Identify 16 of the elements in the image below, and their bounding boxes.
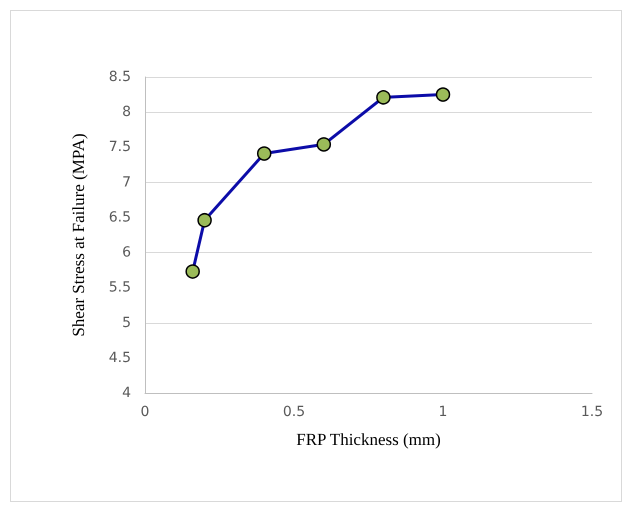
y-tick-label: 6 <box>122 244 132 261</box>
y-tick-label: 5 <box>122 314 131 331</box>
x-tick-label: 1 <box>438 404 448 420</box>
y-tick-label: 8.5 <box>108 69 131 85</box>
y-tick-label: 4 <box>122 385 132 401</box>
y-tick-label: 7.5 <box>108 139 131 156</box>
y-tick-label: 7 <box>122 174 131 190</box>
y-tick-label: 5.5 <box>108 280 131 296</box>
y-tick-label: 8 <box>122 104 131 120</box>
x-axis-title: FRP Thickness (mm) <box>296 430 441 449</box>
x-tick-label: 0.5 <box>282 404 306 420</box>
y-axis-title: Shear Stress at Failure (MPA) <box>69 133 88 337</box>
x-tick-label: 0 <box>140 404 150 420</box>
y-tick-label: 6.5 <box>108 209 131 226</box>
y-tick-label: 4.5 <box>108 350 131 366</box>
x-tick-label: 1.5 <box>580 404 604 420</box>
